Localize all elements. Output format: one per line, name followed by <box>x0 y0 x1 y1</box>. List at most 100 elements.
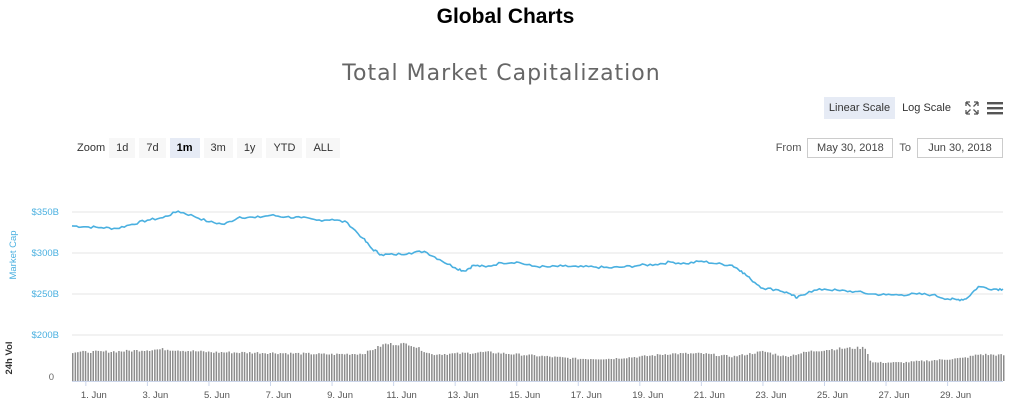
log-scale-button[interactable]: Log Scale <box>902 102 951 114</box>
volume-bar <box>90 353 92 381</box>
volume-bar <box>464 352 466 381</box>
volume-bar <box>225 352 228 381</box>
volume-bar <box>166 349 169 381</box>
volume-bar <box>997 354 1000 381</box>
volume-bar <box>838 347 841 381</box>
x-axis-ticks: 1. Jun 3. Jun 5. Jun 7. Jun 9. Jun 11. Jun 13.… <box>81 381 971 401</box>
volume-bar <box>797 354 800 381</box>
zoom-button-3m[interactable]: 3m <box>203 138 233 158</box>
x-tick-label: 15. Jun <box>509 390 540 401</box>
zoom-button-7d[interactable]: 7d <box>139 138 166 158</box>
volume-bar <box>561 357 564 381</box>
hamburger-menu-icon[interactable] <box>986 100 1004 116</box>
x-tick-label: 19. Jun <box>632 390 663 401</box>
volume-bar <box>546 355 548 381</box>
volume-bar <box>369 350 371 381</box>
volume-bar <box>646 356 648 381</box>
volume-bar <box>107 352 110 381</box>
x-tick-label: 17. Jun <box>571 390 602 401</box>
volume-bar <box>918 361 920 381</box>
volume-bar <box>651 355 654 381</box>
volume-bar <box>872 362 874 381</box>
volume-bar <box>654 355 656 381</box>
volume-bar <box>554 356 556 381</box>
volume-bar <box>867 354 869 381</box>
market-cap-series-line[interactable] <box>71 210 1004 302</box>
volume-bar <box>266 354 269 381</box>
volume-bar <box>474 353 477 381</box>
zoom-button-1m[interactable]: 1m <box>169 138 200 158</box>
volume-bar <box>461 352 464 381</box>
volume-axis-label: 24h Vol <box>4 341 15 374</box>
volume-bar <box>467 352 469 381</box>
to-date-input[interactable]: Jun 30, 2018 <box>917 138 1003 158</box>
volume-bar <box>913 361 915 381</box>
volume-bar <box>787 356 790 381</box>
volume-bar <box>877 362 879 381</box>
volume-bar <box>754 353 756 381</box>
volume-bar <box>295 353 297 381</box>
volume-bar <box>785 356 787 381</box>
zoom-label: Zoom <box>77 142 106 154</box>
volume-bar <box>241 351 243 381</box>
volume-bar <box>782 355 784 381</box>
volume-bar <box>610 359 613 381</box>
zoom-button-1d[interactable]: 1d <box>109 138 136 158</box>
volume-bar <box>713 353 715 381</box>
volume-bar <box>744 355 746 381</box>
volume-bar <box>779 356 782 381</box>
volume-bar <box>682 353 684 381</box>
volume-bar <box>584 359 587 381</box>
volume-bar <box>220 352 223 381</box>
volume-bar <box>551 357 554 381</box>
volume-bar <box>974 354 977 381</box>
volume-bar <box>431 354 433 381</box>
x-tick-label: 3. Jun <box>142 390 168 401</box>
fullscreen-icon[interactable] <box>964 100 980 116</box>
volume-bar <box>605 359 607 381</box>
volume-bar <box>123 351 125 381</box>
volume-bar <box>102 351 105 381</box>
volume-bar <box>936 360 938 381</box>
volume-bar <box>477 352 479 381</box>
volume-bar <box>774 353 777 381</box>
volume-bar <box>420 350 423 381</box>
volume-bar <box>772 354 774 381</box>
volume-bar <box>643 355 646 381</box>
volume-bar <box>333 355 336 381</box>
volume-bar <box>192 350 194 381</box>
volume-bar <box>172 350 174 381</box>
volume-bar <box>110 352 112 381</box>
volume-bar <box>728 356 731 381</box>
volume-bar <box>954 358 956 381</box>
linear-scale-button[interactable]: Linear Scale <box>823 97 896 119</box>
volume-bar <box>361 354 364 381</box>
volume-bar <box>472 353 474 381</box>
volume-bar <box>261 353 264 381</box>
volume-bar <box>756 351 759 381</box>
volume-bar <box>169 350 171 381</box>
volume-bar <box>669 354 672 381</box>
volume-bar <box>269 353 271 381</box>
volume-bar <box>536 356 538 381</box>
volume-bar <box>592 359 595 381</box>
volume-bar <box>926 360 928 381</box>
volume-bar <box>79 351 82 381</box>
volume-bar <box>810 350 813 381</box>
volume-bar <box>823 350 825 381</box>
to-label: To <box>899 142 911 154</box>
zoom-button-all[interactable]: ALL <box>306 138 341 158</box>
volume-bar <box>308 352 310 381</box>
volume-bar <box>223 352 225 381</box>
zoom-button-ytd[interactable]: YTD <box>266 138 303 158</box>
volume-bar <box>633 357 636 381</box>
volume-bar <box>977 354 979 381</box>
from-date-input[interactable]: May 30, 2018 <box>807 138 894 158</box>
volume-bar <box>602 359 605 381</box>
zoom-button-1y[interactable]: 1y <box>236 138 263 158</box>
volume-bar <box>484 351 487 381</box>
volume-bar <box>661 355 664 381</box>
volume-bar <box>418 347 420 381</box>
volume-bar <box>366 350 369 381</box>
